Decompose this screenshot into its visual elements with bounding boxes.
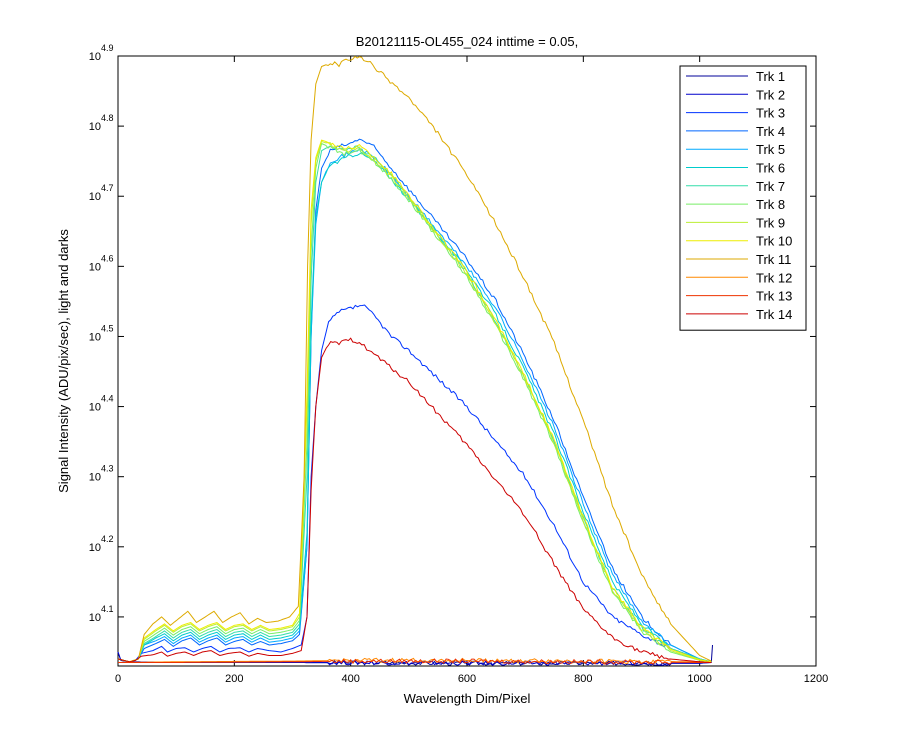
y-axis-ticks: 104.1104.2104.3104.4104.5104.6104.7104.8… bbox=[89, 43, 816, 624]
x-tick-label: 1000 bbox=[687, 673, 711, 685]
x-tick-label: 0 bbox=[115, 673, 121, 685]
legend: Trk 1 Trk 2 Trk 3 Trk 4 Trk 5 Trk 6 Trk 7 Trk 8… bbox=[679, 65, 807, 331]
legend-label: Trk 6 bbox=[756, 161, 785, 176]
legend-label: Trk 14 bbox=[756, 307, 792, 322]
series-line-4 bbox=[117, 138, 712, 663]
y-tick-base: 10 bbox=[89, 542, 101, 554]
y-tick-base: 10 bbox=[89, 472, 101, 484]
y-tick-exponent: 4.5 bbox=[101, 323, 114, 333]
legend-label: Trk 1 bbox=[756, 69, 785, 84]
y-tick-base: 10 bbox=[89, 261, 101, 273]
series-line-12 bbox=[118, 657, 712, 665]
x-tick-label: 800 bbox=[574, 673, 592, 685]
legend-label: Trk 13 bbox=[756, 289, 792, 304]
series-line-3 bbox=[117, 304, 712, 663]
y-tick-exponent: 4.2 bbox=[101, 534, 114, 544]
chart-title: B20121115-OL455_024 inttime = 0.05, bbox=[356, 34, 579, 49]
legend-label: Trk 11 bbox=[756, 252, 791, 267]
y-tick-base: 10 bbox=[89, 51, 101, 63]
legend-label: Trk 12 bbox=[756, 270, 792, 285]
y-tick-exponent: 4.4 bbox=[101, 394, 114, 404]
legend-label: Trk 8 bbox=[756, 197, 785, 212]
y-tick-exponent: 4.1 bbox=[101, 604, 114, 614]
y-tick-base: 10 bbox=[89, 331, 101, 343]
y-tick-base: 10 bbox=[89, 402, 101, 414]
y-tick-base: 10 bbox=[89, 191, 101, 203]
y-tick-exponent: 4.6 bbox=[101, 253, 114, 263]
legend-label: Trk 5 bbox=[756, 142, 785, 157]
series-line-11 bbox=[117, 55, 712, 663]
legend-label: Trk 7 bbox=[756, 179, 785, 194]
legend-label: Trk 4 bbox=[756, 124, 785, 139]
series-line-9 bbox=[117, 140, 712, 663]
legend-label: Trk 3 bbox=[756, 106, 785, 121]
x-axis-ticks: 0 200 400 600 800 1000 1200 bbox=[115, 56, 828, 685]
legend-label: Trk 2 bbox=[756, 87, 785, 102]
y-tick-exponent: 4.7 bbox=[101, 183, 114, 193]
x-tick-label: 400 bbox=[341, 673, 359, 685]
series-lines bbox=[117, 55, 713, 666]
series-line-10 bbox=[117, 139, 712, 663]
legend-label: Trk 10 bbox=[756, 234, 792, 249]
x-tick-label: 200 bbox=[225, 673, 243, 685]
y-tick-exponent: 4.8 bbox=[101, 113, 114, 123]
x-tick-label: 1200 bbox=[804, 673, 828, 685]
y-axis-title: Signal Intensity (ADU/pix/sec), light an… bbox=[56, 229, 71, 493]
y-tick-base: 10 bbox=[89, 121, 101, 133]
y-tick-exponent: 4.3 bbox=[101, 464, 114, 474]
y-tick-exponent: 4.9 bbox=[101, 43, 114, 53]
x-axis-title: Wavelength Dim/Pixel bbox=[404, 691, 531, 706]
series-line-13 bbox=[118, 658, 712, 665]
legend-box bbox=[679, 65, 807, 331]
legend-label: Trk 9 bbox=[756, 215, 785, 230]
x-tick-label: 600 bbox=[458, 673, 476, 685]
y-tick-base: 10 bbox=[89, 612, 101, 624]
series-line-14 bbox=[117, 337, 712, 663]
